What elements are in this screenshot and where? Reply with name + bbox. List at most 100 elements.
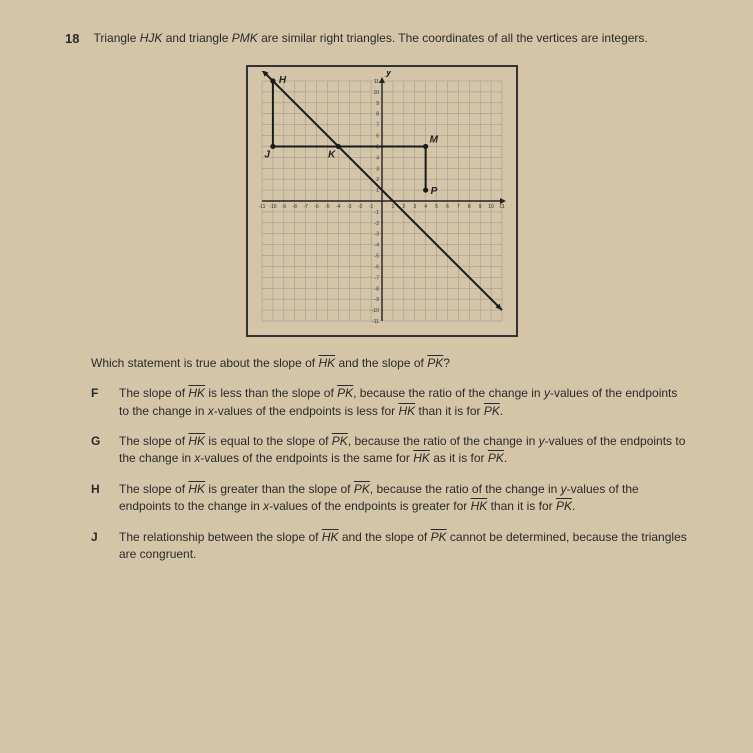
question-header: 18 Triangle HJK and triangle PMK are sim… [65,30,698,49]
cg-s2: PK [332,434,348,448]
svg-text:-7: -7 [374,275,379,281]
choice-j: J The relationship between the slope of … [91,529,698,564]
svg-text:6: 6 [446,204,449,210]
svg-text:-9: -9 [374,297,379,303]
question-number: 18 [65,30,79,49]
ch-t1: The slope of [119,482,188,496]
qtext-part1: Triangle [93,31,139,45]
svg-text:9: 9 [376,101,379,107]
cj-t2: and the slope of [338,530,430,544]
cg-t3: , because the ratio of the change in [348,434,539,448]
cf-s4: PK [484,404,500,418]
ch-t7: . [572,499,575,513]
svg-text:-4: -4 [336,204,341,210]
cg-t7: . [504,451,507,465]
ch-s4: PK [556,499,572,513]
choice-f-letter: F [91,385,105,420]
prompt-text: Which statement is true about the slope … [91,355,698,372]
choice-g-text: The slope of HK is equal to the slope of… [119,433,688,468]
svg-text:K: K [328,149,336,160]
choice-h-letter: H [91,481,105,516]
choice-j-letter: J [91,529,105,564]
prompt-seg2: PK [427,356,443,370]
svg-text:1: 1 [376,188,379,194]
cf-s2: PK [337,386,353,400]
svg-text:10: 10 [488,204,494,210]
svg-text:P: P [430,186,437,197]
svg-text:-4: -4 [374,242,379,248]
choice-f: F The slope of HK is less than the slope… [91,385,698,420]
cj-s2: PK [431,530,447,544]
svg-text:2: 2 [402,204,405,210]
cf-s3: HK [399,404,416,418]
cg-s3: HK [413,451,430,465]
ch-t5: -values of the endpoints is greater for [269,499,470,513]
svg-text:-9: -9 [281,204,286,210]
svg-text:2: 2 [376,177,379,183]
ch-s3: HK [471,499,488,513]
coordinate-graph: -11-10-9-8-7-6-5-4-3-2-11234567891011-11… [252,71,512,331]
svg-text:-11: -11 [372,319,379,325]
cg-t5: -values of the endpoints is the same for [200,451,413,465]
svg-text:10: 10 [373,90,379,96]
prompt-p3: ? [443,356,450,370]
svg-text:11: 11 [373,79,378,85]
cg-t6: as it is for [430,451,488,465]
svg-text:3: 3 [376,166,379,172]
svg-text:-10: -10 [371,308,378,314]
cf-t1: The slope of [119,386,188,400]
choice-g-letter: G [91,433,105,468]
cg-t1: The slope of [119,434,188,448]
ch-t6: than it is for [487,499,556,513]
svg-text:11: 11 [499,204,504,210]
svg-text:9: 9 [478,204,481,210]
svg-text:8: 8 [467,204,470,210]
svg-text:-10: -10 [269,204,276,210]
cf-t3: , because the ratio of the change in [353,386,544,400]
ch-s2: PK [354,482,370,496]
prompt-p2: and the slope of [335,356,427,370]
svg-text:-6: -6 [314,204,319,210]
cf-t5: -values of the endpoints is less for [214,404,399,418]
cg-s4: PK [488,451,504,465]
qtext-part2: and triangle [162,31,231,45]
cf-t2: is less than the slope of [205,386,337,400]
qtext-part3: are similar right triangles. The coordin… [258,31,648,45]
ch-s1: HK [188,482,205,496]
svg-text:-5: -5 [325,204,330,210]
svg-text:-1: -1 [368,204,373,210]
svg-text:4: 4 [376,155,379,161]
cj-t1: The relationship between the slope of [119,530,322,544]
svg-text:-11: -11 [258,204,265,210]
svg-text:-1: -1 [374,210,379,216]
svg-text:7: 7 [456,204,459,210]
cf-t7: . [500,404,503,418]
svg-text:5: 5 [435,204,438,210]
graph-container: -11-10-9-8-7-6-5-4-3-2-11234567891011-11… [65,65,698,337]
ch-t2: is greater than the slope of [205,482,354,496]
triangle-1: HJK [140,31,163,45]
svg-text:1: 1 [391,204,394,210]
svg-text:M: M [429,134,438,145]
svg-text:-3: -3 [374,232,379,238]
cg-s1: HK [188,434,205,448]
svg-text:-2: -2 [374,221,379,227]
choice-g: G The slope of HK is equal to the slope … [91,433,698,468]
cg-t2: is equal to the slope of [205,434,332,448]
svg-text:-8: -8 [374,286,379,292]
svg-text:3: 3 [413,204,416,210]
cf-t6: than it is for [415,404,484,418]
svg-text:-3: -3 [347,204,352,210]
svg-text:J: J [264,149,270,160]
choice-h-text: The slope of HK is greater than the slop… [119,481,688,516]
svg-text:-5: -5 [374,253,379,259]
triangle-2: PMK [232,31,258,45]
svg-text:7: 7 [376,122,379,128]
svg-text:4: 4 [424,204,427,210]
svg-text:x: x [511,197,512,208]
prompt-seg1: HK [318,356,335,370]
choice-f-text: The slope of HK is less than the slope o… [119,385,688,420]
svg-text:H: H [278,75,286,86]
svg-text:8: 8 [376,112,379,118]
choice-h: H The slope of HK is greater than the sl… [91,481,698,516]
